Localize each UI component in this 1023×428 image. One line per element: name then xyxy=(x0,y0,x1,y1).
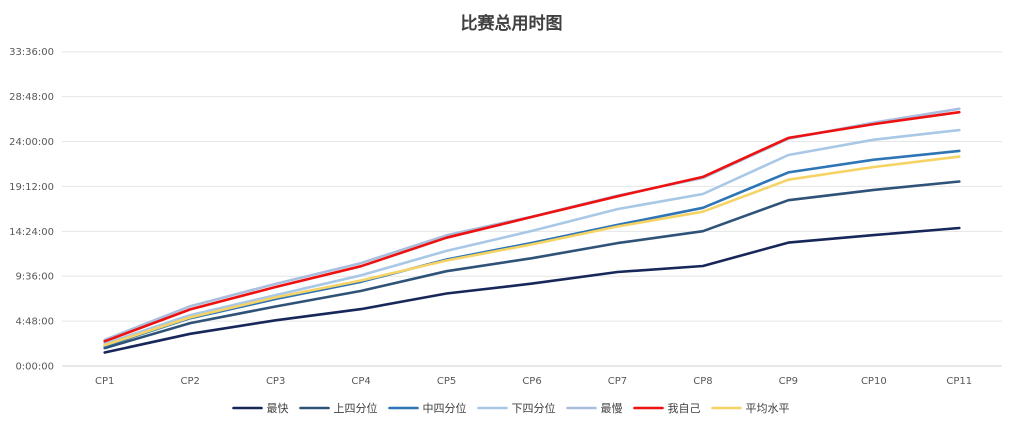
y-tick-label: 33:36:00 xyxy=(9,47,54,58)
series-lines xyxy=(103,107,961,354)
y-tick-label: 19:12:00 xyxy=(9,182,54,193)
legend-label: 最快 xyxy=(267,402,289,415)
x-tick-label: CP11 xyxy=(946,376,972,387)
legend-item-下四分位: 下四分位 xyxy=(477,401,556,415)
series-line-平均水平 xyxy=(103,155,961,347)
legend-label: 上四分位 xyxy=(334,401,378,415)
legend-label: 中四分位 xyxy=(423,401,467,415)
series-line-最快 xyxy=(103,226,961,354)
series-line-上四分位 xyxy=(103,180,961,350)
series-line-下四分位 xyxy=(103,128,961,346)
x-tick-label: CP10 xyxy=(861,376,887,387)
legend-item-最快: 最快 xyxy=(232,402,289,415)
legend-label: 最慢 xyxy=(600,402,622,415)
chart-title: 比赛总用时图 xyxy=(461,13,563,34)
y-tick-label: 9:36:00 xyxy=(15,272,54,283)
legend-item-我自己: 我自己 xyxy=(633,402,700,415)
x-tick-label: CP3 xyxy=(266,376,285,387)
y-tick-label: 4:48:00 xyxy=(15,317,54,328)
y-tick-label: 14:24:00 xyxy=(9,227,54,238)
y-axis-tick-labels: 0:00:00 4:48:00 9:36:00 14:24:00 19:12:00 24:… xyxy=(9,47,54,372)
gridlines xyxy=(62,51,1002,367)
legend: 最快 上四分位 中四分位 下四分位 最慢 我自己 平均水平 xyxy=(232,401,789,415)
legend-label: 下四分位 xyxy=(512,401,556,415)
x-tick-label: CP8 xyxy=(693,376,712,387)
x-axis-tick-labels: CP1 CP2 CP3 CP4 CP5 CP6 CP7 CP8 CP9 CP10 CP11 xyxy=(95,376,972,387)
legend-item-上四分位: 上四分位 xyxy=(299,401,378,415)
y-tick-label: 28:48:00 xyxy=(9,92,54,103)
legend-item-平均水平: 平均水平 xyxy=(711,402,789,415)
x-tick-label: CP4 xyxy=(351,376,370,387)
x-tick-label: CP1 xyxy=(95,376,114,387)
x-tick-label: CP5 xyxy=(437,376,456,387)
legend-item-最慢: 最慢 xyxy=(566,402,622,415)
x-tick-label: CP6 xyxy=(522,376,541,387)
x-tick-label: CP7 xyxy=(608,376,627,387)
x-tick-label: CP2 xyxy=(180,376,199,387)
legend-item-中四分位: 中四分位 xyxy=(388,401,467,415)
y-tick-label: 24:00:00 xyxy=(9,137,54,148)
legend-label: 平均水平 xyxy=(745,402,789,415)
legend-label: 我自己 xyxy=(667,402,700,415)
y-tick-label: 0:00:00 xyxy=(15,362,54,373)
x-tick-label: CP9 xyxy=(779,376,798,387)
series-line-我自己 xyxy=(103,110,961,343)
